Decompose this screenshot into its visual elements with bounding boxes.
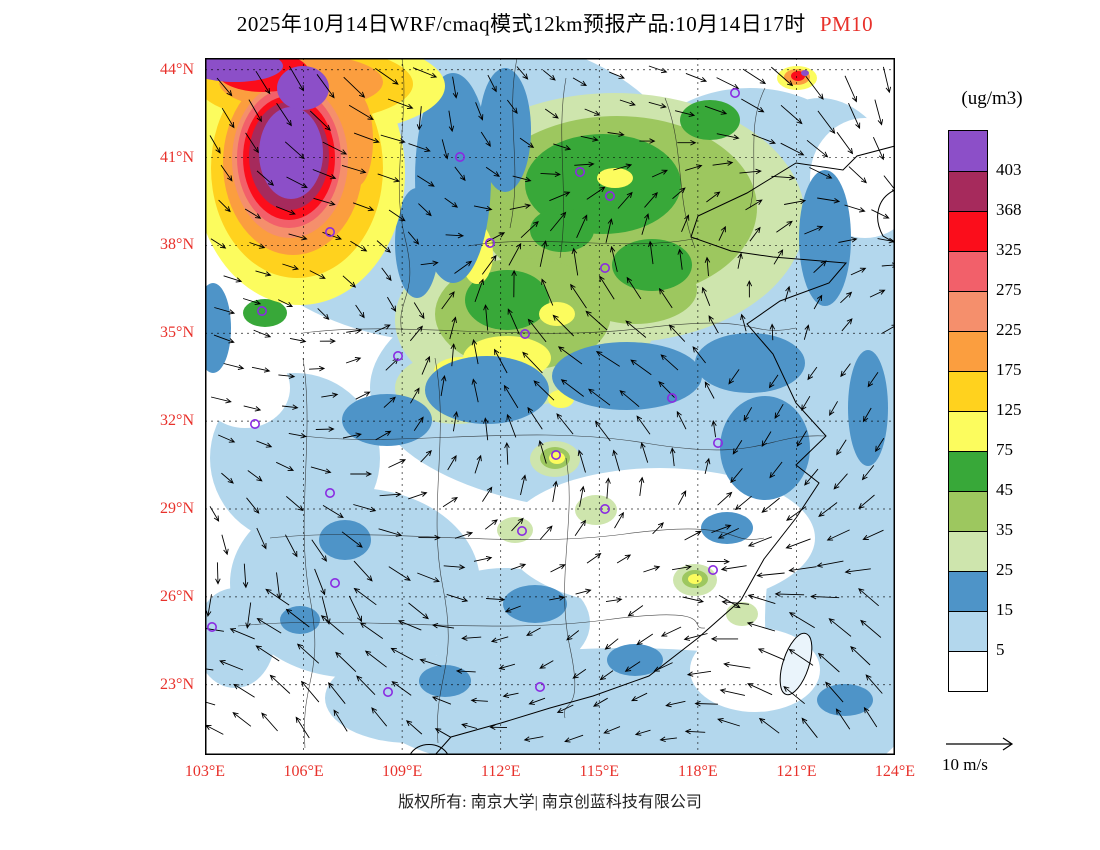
lat-label: 41°N	[160, 148, 194, 166]
station-marker	[516, 525, 527, 536]
colorbar-segment	[949, 291, 987, 331]
colorbar-segment	[949, 531, 987, 571]
northeast-hotspot	[777, 66, 817, 90]
station-marker	[325, 487, 336, 498]
colorbar-tick: 45	[996, 480, 1013, 499]
colorbar-segment	[949, 411, 987, 451]
station-marker	[729, 87, 740, 98]
lon-label: 106°E	[283, 763, 324, 780]
pollutant-label: PM10	[819, 12, 874, 36]
colorbar-segment	[949, 251, 987, 291]
forecast-map	[205, 58, 895, 755]
lon-label: 103°E	[184, 763, 226, 780]
colorbar-tick: 175	[996, 360, 1022, 379]
colorbar-segment	[949, 211, 987, 251]
title-text: 2025年10月14日WRF/cmaq模式12km预报产品:10月14日17时	[236, 12, 806, 36]
station-marker	[550, 449, 561, 460]
colorbar-segment	[949, 371, 987, 411]
wind-scale-legend: 10 m/s	[942, 734, 1042, 775]
colorbar-segment	[949, 171, 987, 211]
colorbar-tick: 75	[996, 440, 1013, 459]
lon-label: 121°E	[776, 763, 817, 780]
station-markers	[207, 87, 740, 697]
map-frame	[205, 58, 895, 755]
station-marker	[330, 577, 341, 588]
wind-vectors	[205, 65, 895, 743]
colorbar-tick: 25	[996, 560, 1013, 579]
colorbar	[948, 130, 988, 692]
colorbar-tick: 368	[996, 200, 1022, 219]
station-marker	[574, 167, 585, 178]
colorbar-tick: 325	[996, 240, 1022, 259]
lat-label: 35°N	[160, 324, 194, 342]
colorbar-tick: 35	[996, 520, 1013, 539]
station-marker	[383, 686, 394, 697]
lon-label: 115°E	[579, 763, 620, 780]
station-marker	[599, 503, 610, 514]
lat-label: 29°N	[160, 500, 194, 517]
colorbar-tick: 275	[996, 280, 1022, 299]
colorbar-tick: 15	[996, 600, 1013, 619]
station-marker	[484, 238, 495, 249]
colorbar-segment	[949, 131, 987, 171]
lat-label: 38°N	[160, 236, 194, 254]
station-marker	[249, 418, 260, 429]
station-marker	[519, 328, 530, 339]
colorbar-segment	[949, 651, 987, 691]
station-marker	[712, 437, 723, 448]
lon-label: 109°E	[382, 763, 423, 780]
colorbar-tick: 125	[996, 400, 1022, 419]
colorbar-segment	[949, 611, 987, 651]
lat-label: 26°N	[160, 587, 194, 605]
station-marker	[707, 564, 718, 575]
station-marker	[534, 681, 545, 692]
station-marker	[207, 621, 217, 632]
colorbar-tick: 5	[996, 640, 1005, 659]
lon-label: 118°E	[678, 763, 718, 780]
station-marker	[393, 350, 404, 361]
colorbar-tick: 403	[996, 160, 1022, 179]
wind-scale-arrow	[946, 737, 1014, 751]
lat-label: 23°N	[160, 675, 194, 693]
station-marker	[256, 306, 267, 317]
station-marker	[599, 263, 610, 274]
colorbar-tick: 225	[996, 320, 1022, 339]
colorbar-segment	[949, 571, 987, 611]
station-marker	[325, 227, 336, 238]
lat-label: 44°N	[160, 60, 194, 78]
station-marker	[666, 392, 677, 403]
lat-label: 32°N	[160, 412, 194, 430]
colorbar-segment	[949, 491, 987, 531]
pm10-field	[205, 58, 895, 755]
lat-lon-gridlines	[205, 58, 895, 755]
colorbar-segment	[949, 451, 987, 491]
colorbar-unit-label: (ug/m3)	[961, 88, 1023, 109]
station-marker	[455, 152, 466, 163]
copyright-text: 版权所有: 南京大学| 南京创蓝科技有限公司	[398, 794, 702, 811]
station-marker	[604, 191, 615, 202]
lon-label: 124°E	[874, 763, 916, 780]
dust-storm-core	[205, 58, 445, 305]
province-borders	[237, 58, 827, 749]
wind-scale-label: 10 m/s	[942, 755, 988, 774]
page-title: 2025年10月14日WRF/cmaq模式12km预报产品:10月14日17时 P…	[150, 8, 960, 38]
lon-label: 112°E	[480, 763, 521, 780]
colorbar-segment	[949, 331, 987, 371]
map-area	[205, 58, 895, 755]
